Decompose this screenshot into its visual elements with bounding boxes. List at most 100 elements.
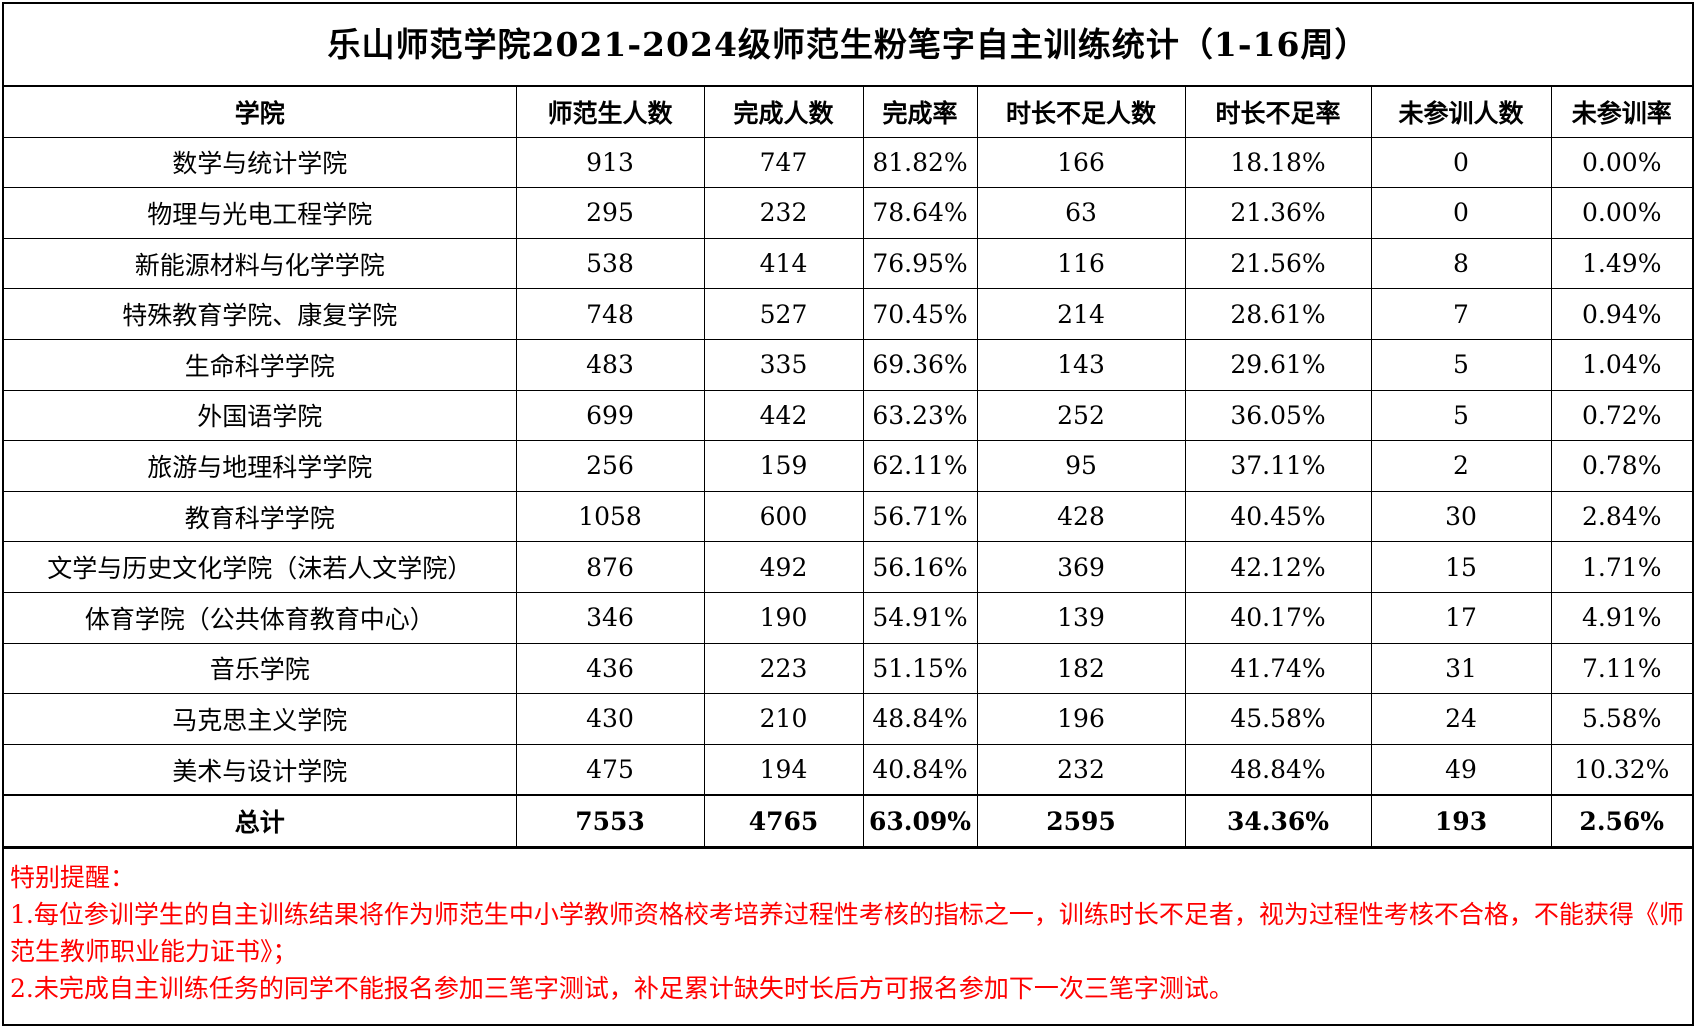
total-cell: 193 — [1370, 794, 1552, 847]
table-cell: 56.16% — [862, 541, 978, 593]
table-cell: 49 — [1370, 743, 1552, 796]
table-cell: 196 — [976, 693, 1186, 745]
table-cell: 40.84% — [862, 743, 978, 796]
header-row: 学院 师范生人数 完成人数 完成率 时长不足人数 时长不足率 未参训人数 未参训… — [4, 87, 1692, 138]
col-header-completion-rate: 完成率 — [862, 87, 978, 138]
table-row: 旅游与地理科学学院 256 159 62.11% 95 37.11% 2 0.78% — [4, 440, 1692, 492]
table-cell: 139 — [976, 591, 1186, 644]
table-cell: 538 — [515, 237, 705, 290]
table-cell: 232 — [976, 743, 1186, 796]
college-name-cell: 生命科学学院 — [4, 338, 517, 391]
special-notes: 特别提醒： 1.每位参训学生的自主训练结果将作为师范生中小学教师资格校考培养过程… — [4, 846, 1692, 1007]
table-cell: 78.64% — [862, 187, 978, 239]
table-cell: 527 — [703, 288, 864, 340]
college-name-cell: 体育学院（公共体育教育中心） — [4, 591, 517, 644]
col-header-students: 师范生人数 — [515, 87, 705, 138]
college-name-cell: 数学与统计学院 — [4, 136, 517, 189]
table-cell: 492 — [703, 541, 864, 593]
table-row: 教育科学学院 1058 600 56.71% 428 40.45% 30 2.84% — [4, 490, 1692, 543]
table-row: 生命科学学院 483 335 69.36% 143 29.61% 5 1.04% — [4, 338, 1692, 391]
table-cell: 10.32% — [1550, 743, 1692, 796]
col-header-completed: 完成人数 — [703, 87, 864, 138]
table-row: 物理与光电工程学院 295 232 78.64% 63 21.36% 0 0.00% — [4, 187, 1692, 239]
table-cell: 37.11% — [1184, 440, 1372, 492]
table-cell: 30 — [1370, 490, 1552, 543]
table-cell: 483 — [515, 338, 705, 391]
table-cell: 1058 — [515, 490, 705, 543]
table-cell: 0 — [1370, 136, 1552, 189]
table-cell: 194 — [703, 743, 864, 796]
notes-heading: 特别提醒： — [10, 862, 136, 892]
table-cell: 600 — [703, 490, 864, 543]
table-cell: 40.45% — [1184, 490, 1372, 543]
table-cell: 182 — [976, 642, 1186, 695]
total-cell: 7553 — [515, 794, 705, 847]
total-label: 总计 — [4, 794, 517, 847]
table-cell: 1.04% — [1550, 338, 1692, 391]
table-cell: 428 — [976, 490, 1186, 543]
table-cell: 0 — [1370, 187, 1552, 239]
college-name-cell: 马克思主义学院 — [4, 693, 517, 745]
table-cell: 29.61% — [1184, 338, 1372, 391]
college-name-cell: 美术与设计学院 — [4, 743, 517, 796]
col-header-absent: 未参训人数 — [1370, 87, 1552, 138]
table-cell: 335 — [703, 338, 864, 391]
total-cell: 34.36% — [1184, 794, 1372, 847]
table-cell: 5 — [1370, 389, 1552, 442]
college-name-cell: 教育科学学院 — [4, 490, 517, 543]
table-cell: 42.12% — [1184, 541, 1372, 593]
table-cell: 48.84% — [1184, 743, 1372, 796]
total-cell: 4765 — [703, 794, 864, 847]
table-cell: 0.94% — [1550, 288, 1692, 340]
table-cell: 913 — [515, 136, 705, 189]
table-cell: 21.36% — [1184, 187, 1372, 239]
table-cell: 430 — [515, 693, 705, 745]
table-cell: 1.71% — [1550, 541, 1692, 593]
table-cell: 442 — [703, 389, 864, 442]
table-cell: 62.11% — [862, 440, 978, 492]
table-cell: 45.58% — [1184, 693, 1372, 745]
table-cell: 0.78% — [1550, 440, 1692, 492]
table-cell: 15 — [1370, 541, 1552, 593]
table-cell: 699 — [515, 389, 705, 442]
table-row: 文学与历史文化学院（沫若人文学院） 876 492 56.16% 369 42.12% 15… — [4, 541, 1692, 593]
table-cell: 0.00% — [1550, 136, 1692, 189]
table-row: 音乐学院 436 223 51.15% 182 41.74% 31 7.11% — [4, 642, 1692, 695]
table-cell: 414 — [703, 237, 864, 290]
table-row: 美术与设计学院 475 194 40.84% 232 48.84% 49 10.32% — [4, 743, 1692, 796]
table-cell: 143 — [976, 338, 1186, 391]
table-cell: 21.56% — [1184, 237, 1372, 290]
table-cell: 36.05% — [1184, 389, 1372, 442]
table-row: 体育学院（公共体育教育中心） 346 190 54.91% 139 40.17% 17 4.9… — [4, 591, 1692, 644]
table-cell: 369 — [976, 541, 1186, 593]
table-cell: 5.58% — [1550, 693, 1692, 745]
table-cell: 54.91% — [862, 591, 978, 644]
table-row: 数学与统计学院 913 747 81.82% 166 18.18% 0 0.00% — [4, 136, 1692, 189]
table-cell: 210 — [703, 693, 864, 745]
table-cell: 0.00% — [1550, 187, 1692, 239]
table-cell: 747 — [703, 136, 864, 189]
table-cell: 56.71% — [862, 490, 978, 543]
page-title: 乐山师范学院2021-2024级师范生粉笔字自主训练统计（1-16周） — [4, 4, 1692, 87]
table-cell: 40.17% — [1184, 591, 1372, 644]
college-name-cell: 特殊教育学院、康复学院 — [4, 288, 517, 340]
table-row: 特殊教育学院、康复学院 748 527 70.45% 214 28.61% 7 0.94% — [4, 288, 1692, 340]
table-cell: 748 — [515, 288, 705, 340]
table-cell: 7.11% — [1550, 642, 1692, 695]
table-cell: 95 — [976, 440, 1186, 492]
table-cell: 2 — [1370, 440, 1552, 492]
col-header-insufficient: 时长不足人数 — [976, 87, 1186, 138]
col-header-absent-rate: 未参训率 — [1550, 87, 1692, 138]
table-cell: 876 — [515, 541, 705, 593]
table-cell: 48.84% — [862, 693, 978, 745]
note-line-1: 1.每位参训学生的自主训练结果将作为师范生中小学教师资格校考培养过程性考核的指标… — [10, 899, 1684, 966]
table-cell: 256 — [515, 440, 705, 492]
table-cell: 18.18% — [1184, 136, 1372, 189]
table-cell: 190 — [703, 591, 864, 644]
table-cell: 2.84% — [1550, 490, 1692, 543]
table-cell: 475 — [515, 743, 705, 796]
table-cell: 81.82% — [862, 136, 978, 189]
table-cell: 7 — [1370, 288, 1552, 340]
total-cell: 2595 — [976, 794, 1186, 847]
